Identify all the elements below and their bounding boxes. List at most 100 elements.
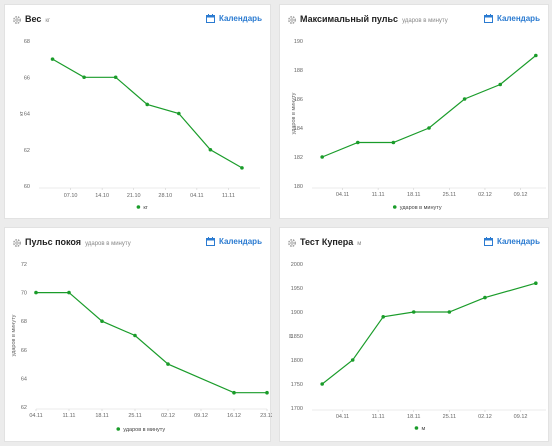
card-header: Тест Купера м Календарь [280,228,548,258]
card-title: Максимальный пульс ударов в минуту [300,14,448,24]
card-title: Тест Купера м [300,237,362,247]
x-tick-label: 02.12 [478,192,492,198]
calendar-label: Календарь [496,237,540,246]
x-tick-label: 11.11 [63,413,76,419]
series-line [321,55,537,158]
series-line [321,282,536,385]
data-point [427,126,431,130]
cooper-test-card: Тест Купера м Календарь 1700 1750 1800 1850 1… [279,227,549,442]
y-tick-label: 64 [21,376,27,382]
data-point [50,57,55,61]
y-tick-label: 68 [24,39,30,45]
y-tick-label: 188 [294,68,303,74]
calendar-icon [205,14,215,23]
calendar-icon [483,14,493,23]
series-line [52,58,243,169]
card-header: Максимальный пульс ударов в минуту Календ… [280,5,548,35]
x-tick-label: 18.11 [407,414,420,420]
data-point [265,390,269,395]
legend-marker [136,205,141,209]
y-tick-label: 62 [21,405,27,411]
gear-icon[interactable] [12,238,22,248]
data-point [67,290,71,295]
data-point [232,390,236,395]
x-tick-label: 25.11 [443,414,456,420]
x-tick-label: 11.11 [222,193,235,199]
x-tick-label: 28.10 [158,193,172,199]
y-tick-label: 190 [294,39,303,45]
data-point [82,75,86,80]
legend-marker [116,427,121,431]
calendar-label: Календарь [218,14,262,23]
gear-icon[interactable] [287,238,297,248]
calendar-button[interactable]: Календарь [483,14,540,23]
y-tick-label: 1750 [291,382,303,388]
y-tick-label: 182 [294,155,303,161]
x-tick-label: 23.12 [260,413,272,419]
data-point [498,82,503,87]
data-point [133,333,137,338]
y-tick-label: 1800 [291,358,303,364]
x-tick-label: 25.11 [443,192,456,198]
data-point [391,140,396,145]
weight-card: Вес кг Календарь 60 62 64 66 68 кг 07.10 14.10 21… [4,4,271,219]
y-tick-label: 1950 [291,286,303,292]
data-point [534,281,538,285]
calendar-button[interactable]: Календарь [205,237,262,246]
legend-marker [414,426,419,430]
card-header: Вес кг Календарь [5,5,270,35]
resting-pulse-card: Пульс покоя ударов в минуту Календарь 62 6… [4,227,272,442]
max-pulse-chart: 180 182 184 186 188 190 ударов в минуту 04.11 11… [291,39,546,211]
data-point [166,362,170,366]
weight-chart: 60 62 64 66 68 кг 07.10 14.10 21.10 28.10 04.11 11.… [19,39,260,211]
calendar-icon [483,237,493,246]
y-tick-label: 1700 [291,406,303,412]
y-tick-label: 180 [294,184,303,190]
x-tick-label: 02.12 [478,414,492,420]
gear-icon[interactable] [12,15,22,25]
card-title: Пульс покоя ударов в минуту [25,237,131,247]
y-tick-label: 66 [21,348,27,354]
x-tick-label: 18.11 [407,192,420,198]
data-point [355,140,360,145]
y-tick-label: 1850 [291,334,303,340]
x-tick-label: 09.12 [514,192,528,198]
data-point [320,155,324,159]
x-tick-label: 09.12 [194,413,208,419]
y-tick-label: 184 [294,126,303,132]
x-tick-label: 04.11 [336,192,349,198]
x-tick-label: 02.12 [161,413,175,419]
calendar-button[interactable]: Календарь [205,14,262,23]
x-tick-label: 18.11 [95,413,108,419]
legend-label: ударов в минуту [400,205,442,211]
x-tick-label: 11.11 [372,414,385,420]
legend-label: кг [143,205,147,211]
data-point [100,319,104,323]
y-axis-label: ударов в минуту [291,92,297,134]
calendar-button[interactable]: Календарь [483,237,540,246]
x-tick-label: 11.11 [372,192,385,198]
legend-marker [392,205,397,209]
x-tick-label: 04.11 [190,193,203,199]
card-title: Вес кг [25,14,51,24]
x-tick-label: 25.11 [128,413,141,419]
data-point [34,290,38,295]
calendar-label: Календарь [218,237,262,246]
y-tick-label: 70 [21,291,27,297]
series-line [36,291,267,394]
y-tick-label: 60 [24,184,30,190]
calendar-label: Календарь [496,14,540,23]
data-point [447,310,452,314]
gear-icon[interactable] [287,15,297,25]
x-tick-label: 04.11 [29,413,42,419]
y-tick-label: 66 [24,75,30,81]
max-pulse-card: Максимальный пульс ударов в минуту Календ… [279,4,549,219]
x-tick-label: 16.12 [227,413,241,419]
cooper-test-chart: 1700 1750 1800 1850 1900 1950 2000 м 04.11 11.11 1… [288,262,546,432]
card-header: Пульс покоя ударов в минуту Календарь [5,228,270,258]
data-point [411,310,416,314]
card-unit: ударов в минуту [85,241,131,247]
y-axis-label: ударов в минуту [11,314,17,356]
y-tick-label: 64 [24,112,30,118]
y-tick-label: 2000 [291,262,303,268]
